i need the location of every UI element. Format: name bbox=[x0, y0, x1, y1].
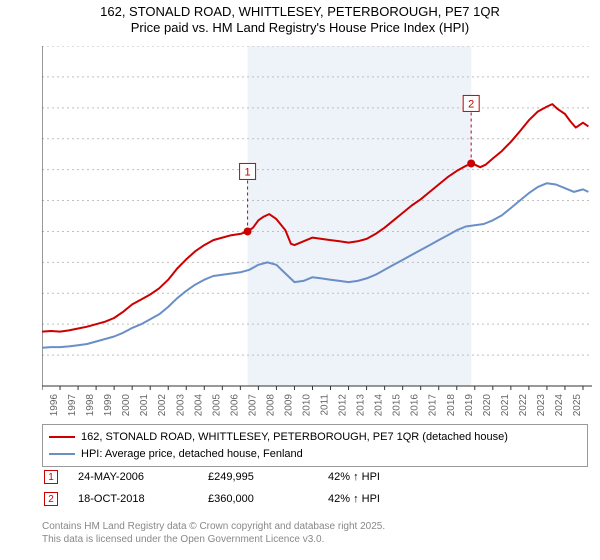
svg-text:2011: 2011 bbox=[320, 394, 331, 416]
svg-text:1996: 1996 bbox=[49, 394, 60, 416]
title-line-1: 162, STONALD ROAD, WHITTLESEY, PETERBORO… bbox=[0, 4, 600, 20]
svg-text:1: 1 bbox=[245, 166, 251, 178]
svg-text:2025: 2025 bbox=[572, 394, 583, 416]
svg-text:2009: 2009 bbox=[283, 394, 294, 416]
marker-badge-2-num: 2 bbox=[48, 494, 54, 505]
footer-line-1: Contains HM Land Registry data © Crown c… bbox=[42, 520, 588, 533]
chart-container: 162, STONALD ROAD, WHITTLESEY, PETERBORO… bbox=[0, 0, 600, 560]
svg-text:2000: 2000 bbox=[121, 394, 132, 416]
svg-text:2020: 2020 bbox=[482, 394, 493, 416]
legend-row-hpi: HPI: Average price, detached house, Fenl… bbox=[49, 446, 581, 463]
legend-label-price: 162, STONALD ROAD, WHITTLESEY, PETERBORO… bbox=[81, 429, 508, 446]
marker-price-1: £249,995 bbox=[208, 471, 308, 483]
marker-badge-1: 1 bbox=[44, 470, 58, 484]
svg-text:2024: 2024 bbox=[554, 394, 565, 416]
svg-text:2012: 2012 bbox=[338, 394, 349, 416]
marker-badge-1-num: 1 bbox=[48, 472, 54, 483]
marker-date-1: 24-MAY-2006 bbox=[78, 471, 188, 483]
footer: Contains HM Land Registry data © Crown c… bbox=[42, 520, 588, 546]
svg-text:2015: 2015 bbox=[392, 394, 403, 416]
svg-text:2008: 2008 bbox=[265, 394, 276, 416]
legend-box: 162, STONALD ROAD, WHITTLESEY, PETERBORO… bbox=[42, 424, 588, 467]
marker-price-2: £360,000 bbox=[208, 493, 308, 505]
legend-swatch-price bbox=[49, 436, 75, 438]
svg-text:2022: 2022 bbox=[518, 394, 529, 416]
title-block: 162, STONALD ROAD, WHITTLESEY, PETERBORO… bbox=[0, 0, 600, 37]
svg-text:2016: 2016 bbox=[410, 394, 421, 416]
markers-table: 1 24-MAY-2006 £249,995 42% ↑ HPI 2 18-OC… bbox=[42, 466, 588, 510]
svg-text:2014: 2014 bbox=[374, 394, 385, 416]
marker-date-2: 18-OCT-2018 bbox=[78, 493, 188, 505]
svg-text:2006: 2006 bbox=[229, 394, 240, 416]
svg-text:2017: 2017 bbox=[428, 394, 439, 416]
svg-text:2003: 2003 bbox=[175, 394, 186, 416]
legend-row-price: 162, STONALD ROAD, WHITTLESEY, PETERBORO… bbox=[49, 429, 581, 446]
svg-text:1998: 1998 bbox=[85, 394, 96, 416]
svg-text:2013: 2013 bbox=[356, 394, 367, 416]
svg-text:1997: 1997 bbox=[67, 394, 78, 416]
legend-label-hpi: HPI: Average price, detached house, Fenl… bbox=[81, 446, 303, 463]
marker-row-2: 2 18-OCT-2018 £360,000 42% ↑ HPI bbox=[42, 488, 588, 510]
chart-svg: £0£50K£100K£150K£200K£250K£300K£350K£400… bbox=[42, 46, 592, 416]
legend-swatch-hpi bbox=[49, 453, 75, 455]
svg-text:2021: 2021 bbox=[500, 394, 511, 416]
svg-text:2007: 2007 bbox=[247, 394, 258, 416]
chart-area: £0£50K£100K£150K£200K£250K£300K£350K£400… bbox=[42, 46, 592, 416]
marker-hpi-2: 42% ↑ HPI bbox=[328, 493, 438, 505]
marker-row-1: 1 24-MAY-2006 £249,995 42% ↑ HPI bbox=[42, 466, 588, 488]
svg-text:2004: 2004 bbox=[193, 394, 204, 416]
svg-text:2005: 2005 bbox=[211, 394, 222, 416]
footer-line-2: This data is licensed under the Open Gov… bbox=[42, 533, 588, 546]
svg-text:1999: 1999 bbox=[103, 394, 114, 416]
marker-hpi-1: 42% ↑ HPI bbox=[328, 471, 438, 483]
svg-text:2001: 2001 bbox=[139, 394, 150, 416]
svg-text:2023: 2023 bbox=[536, 394, 547, 416]
svg-text:2010: 2010 bbox=[301, 394, 312, 416]
marker-badge-2: 2 bbox=[44, 492, 58, 506]
svg-text:2018: 2018 bbox=[446, 394, 457, 416]
svg-text:2: 2 bbox=[468, 98, 474, 110]
title-line-2: Price paid vs. HM Land Registry's House … bbox=[0, 20, 600, 36]
svg-text:2002: 2002 bbox=[157, 394, 168, 416]
svg-text:2019: 2019 bbox=[464, 394, 475, 416]
